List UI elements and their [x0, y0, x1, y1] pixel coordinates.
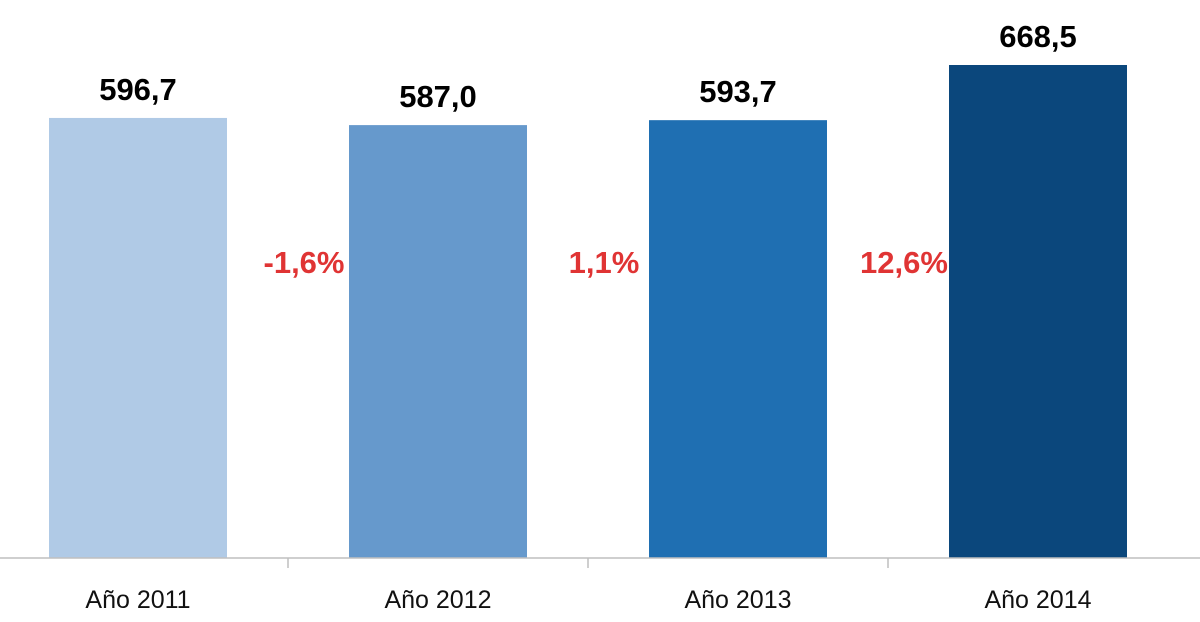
category-label: Año 2012	[384, 586, 491, 614]
value-label: 593,7	[699, 74, 777, 109]
category-label: Año 2013	[684, 586, 791, 614]
value-label: 596,7	[99, 72, 177, 107]
value-labels: 596,7 587,0 593,7 668,5	[99, 19, 1077, 114]
bar-1	[49, 117, 227, 558]
category-label: Año 2011	[85, 586, 190, 614]
change-label: -1,6%	[264, 245, 345, 280]
category-label: Año 2014	[984, 586, 1091, 614]
bar-4	[949, 65, 1127, 558]
change-label: 1,1%	[569, 245, 640, 280]
value-label: 587,0	[399, 79, 477, 114]
change-label: 12,6%	[860, 245, 948, 280]
bar-3	[649, 120, 827, 558]
bar-2	[349, 125, 527, 558]
change-labels: -1,6% 1,1% 12,6%	[264, 245, 948, 280]
value-label: 668,5	[999, 19, 1077, 54]
category-labels: Año 2011 Año 2012 Año 2013 Año 2014	[85, 586, 1091, 614]
x-axis-ticks	[287, 558, 889, 568]
bars-group	[49, 65, 1127, 558]
